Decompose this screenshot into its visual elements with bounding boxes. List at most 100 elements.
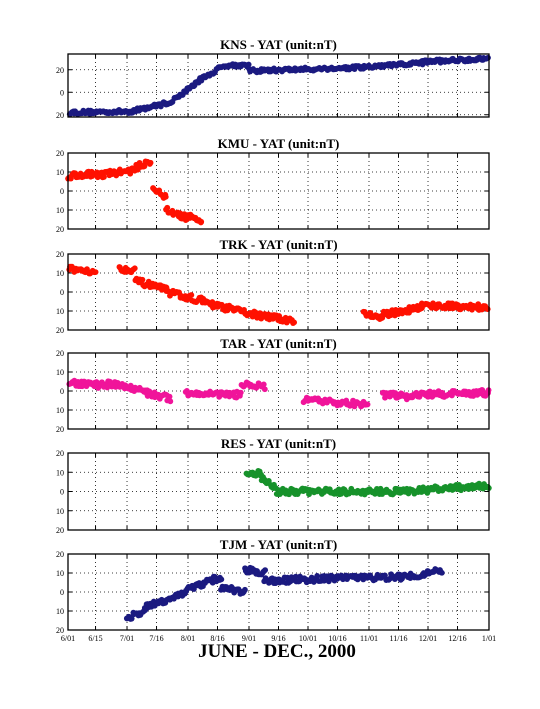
grid-kmu [68, 153, 489, 229]
data-point [162, 193, 169, 200]
y-tick-label: 20 [56, 326, 64, 335]
x-tick-label: 10/16 [328, 634, 346, 643]
data-point [147, 159, 154, 166]
y-tick-label: 0 [60, 88, 64, 97]
data-point [128, 615, 135, 622]
data-point [92, 269, 99, 276]
panel-kmu: KMU - YAT (unit:nT) 20 10 0 10 20 [56, 136, 490, 234]
x-tick-label: 11/01 [360, 634, 378, 643]
y-tick-label: 20 [56, 250, 64, 259]
y-tick-label: 10 [56, 607, 64, 616]
y-tick-label: 10 [56, 168, 64, 177]
data-point [479, 387, 486, 393]
y-tick-label: 20 [56, 550, 64, 559]
data-point [382, 572, 388, 579]
data-point [218, 576, 225, 583]
y-tick-label: 10 [56, 368, 64, 377]
data-point [101, 174, 107, 180]
x-tick-label: 8/01 [181, 634, 195, 643]
y-tick-label: 20 [56, 626, 64, 635]
panel-title-trk: TRK - YAT (unit:nT) [219, 237, 337, 252]
y-tick-label: 10 [56, 206, 64, 215]
panel-title-kmu: KMU - YAT (unit:nT) [218, 136, 340, 151]
y-tick-label: 20 [56, 111, 64, 120]
x-tick-label: 7/16 [149, 634, 163, 643]
series-kmu [65, 158, 205, 226]
x-tick-label: 11/16 [390, 634, 408, 643]
panel-tar: TAR - YAT (unit:nT) 20 10 0 10 20 [56, 336, 492, 434]
x-axis-tick-labels: 6/01 6/15 7/01 7/16 8/01 8/16 9/01 9/16 10/01 10/… [61, 634, 496, 643]
series-res [243, 468, 492, 498]
x-tick-label: 6/01 [61, 634, 75, 643]
x-tick-label: 12/16 [448, 634, 466, 643]
data-point [260, 381, 267, 388]
data-point [198, 218, 205, 225]
panel-tjm: TJM - YAT (unit:nT) 20 10 0 10 20 [56, 537, 490, 635]
y-tick-label: 20 [56, 349, 64, 358]
y-tick-label: 0 [60, 187, 64, 196]
series-tjm [123, 564, 445, 622]
y-tick-label: 20 [56, 449, 64, 458]
series-tar [66, 377, 492, 410]
data-point [127, 170, 134, 177]
y-tick-label: 10 [56, 406, 64, 415]
data-point [485, 54, 491, 61]
x-tick-label: 7/01 [120, 634, 134, 643]
data-point [245, 61, 252, 68]
plot-frame-trk [67, 253, 490, 331]
data-point [237, 389, 244, 396]
y-tick-label: 10 [56, 468, 64, 477]
data-point [167, 398, 174, 405]
y-tick-label: 0 [60, 387, 64, 396]
data-point [484, 306, 491, 313]
plot-frame-tjm [67, 553, 490, 631]
plot-frame-kmu [67, 152, 490, 230]
panel-title-kns: KNS - YAT (unit:nT) [220, 37, 337, 52]
y-tick-label: 0 [60, 488, 64, 497]
x-tick-label: 6/15 [88, 634, 102, 643]
plot-frame-res [67, 452, 490, 531]
y-tick-label: 20 [56, 66, 64, 75]
y-tick-label: 20 [56, 526, 64, 535]
y-tick-label: 10 [56, 307, 64, 316]
data-point [141, 163, 148, 170]
y-tick-label: 20 [56, 225, 64, 234]
data-point [79, 383, 86, 390]
data-point [166, 393, 173, 400]
data-point [139, 276, 146, 283]
y-tick-label: 0 [60, 588, 64, 597]
panel-kns: KNS - YAT (unit:nT) 20 0 20 [56, 37, 491, 120]
y-tick-label: 10 [56, 269, 64, 278]
data-point [131, 265, 138, 272]
plot-frame-tar [67, 352, 490, 430]
data-point [164, 204, 171, 211]
y-tick-label: 10 [56, 569, 64, 578]
grid-tar [68, 353, 489, 429]
x-tick-label: 10/01 [299, 634, 317, 643]
y-tick-label: 20 [56, 149, 64, 158]
x-tick-label: 8/16 [210, 634, 224, 643]
y-tick-label: 0 [60, 288, 64, 297]
data-point [261, 386, 268, 393]
x-tick-label: 9/01 [242, 634, 256, 643]
figure-xlabel: JUNE - DEC., 2000 [198, 641, 356, 662]
y-tick-label: 10 [56, 507, 64, 516]
series-trk [66, 263, 491, 327]
data-point [314, 573, 321, 579]
y-tick-label: 20 [56, 425, 64, 434]
data-point [292, 573, 299, 580]
panel-title-tjm: TJM - YAT (unit:nT) [220, 537, 337, 552]
plot-frame-kns [67, 53, 490, 118]
data-point [438, 569, 445, 576]
series-kns [66, 54, 491, 118]
data-point [262, 567, 269, 573]
panel-trk: TRK - YAT (unit:nT) 20 10 0 10 20 [56, 237, 491, 335]
grid-res [68, 453, 489, 530]
data-point [291, 319, 298, 326]
x-tick-label: 12/01 [419, 634, 437, 643]
data-point [242, 586, 248, 593]
x-tick-label: 1/01 [482, 634, 496, 643]
x-tick-label: 9/16 [271, 634, 285, 643]
